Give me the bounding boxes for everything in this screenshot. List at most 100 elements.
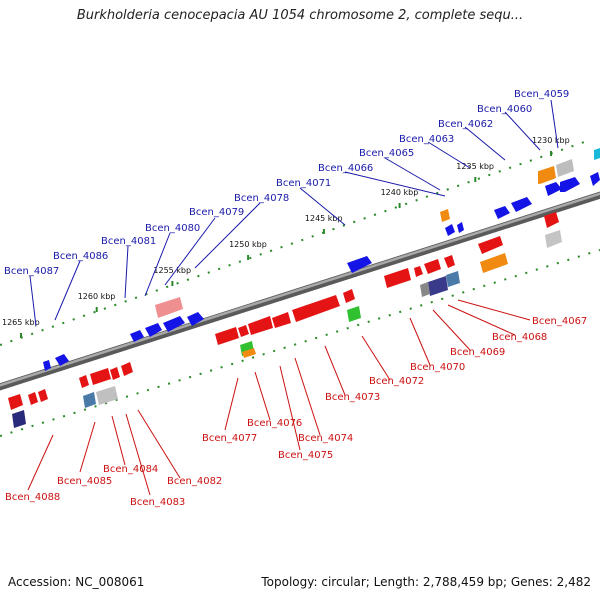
gene-label: Bcen_4069 xyxy=(450,347,505,358)
tick-mark xyxy=(171,281,174,286)
gene-steel xyxy=(83,392,96,408)
gene-red xyxy=(28,392,38,405)
tick-mark xyxy=(322,229,325,234)
gene-label: Bcen_4074 xyxy=(298,433,353,444)
gene-red xyxy=(121,362,133,376)
gene-label: Bcen_4076 xyxy=(247,418,302,429)
gene-orange-small xyxy=(440,209,450,222)
tick-label: 1245 kbp xyxy=(305,214,343,223)
gene-cyan xyxy=(594,148,600,160)
gene-label: Bcen_4084 xyxy=(103,464,158,475)
gene-blue xyxy=(545,182,562,196)
top-gene-labels: Bcen_4059 Bcen_4060 Bcen_4062 Bcen_4063 … xyxy=(4,89,569,277)
gene-label: Bcen_4073 xyxy=(325,392,380,403)
gene-label: Bcen_4072 xyxy=(369,376,424,387)
gene-red xyxy=(248,316,273,335)
bottom-leader-lines xyxy=(27,299,531,496)
gene-orange-small xyxy=(242,348,256,358)
tick-label: 1235 kbp xyxy=(456,162,494,171)
gene-red xyxy=(478,236,503,254)
gene-gray xyxy=(96,386,118,405)
gene-red xyxy=(544,212,559,228)
tick-mark xyxy=(20,333,22,338)
bottom-gene-labels: Bcen_4067 Bcen_4068 Bcen_4069 Bcen_4070 … xyxy=(5,316,587,508)
gene-blue xyxy=(457,222,464,233)
gene-gray xyxy=(556,159,574,177)
gene-red xyxy=(110,367,120,380)
tick-mark xyxy=(550,151,552,156)
gene-navy xyxy=(12,410,26,428)
tick-label: 1255 kbp xyxy=(153,266,191,275)
gene-label: Bcen_4070 xyxy=(410,362,465,373)
gene-blue xyxy=(43,360,51,371)
gene-label: Bcen_4063 xyxy=(399,134,454,145)
gene-red xyxy=(343,289,355,303)
topology-label: Topology: circular; Length: 2,788,459 bp… xyxy=(261,575,591,589)
gene-red xyxy=(8,394,23,410)
tick-label: 1265 kbp xyxy=(2,318,40,327)
gene-orange xyxy=(480,253,508,273)
tick-label: 1240 kbp xyxy=(381,188,419,197)
gene-red xyxy=(384,268,411,288)
gene-green xyxy=(347,306,361,322)
tick-mark xyxy=(247,255,250,260)
accession-label: Accession: NC_008061 xyxy=(8,575,145,589)
gene-pink xyxy=(155,297,183,318)
gene-label: Bcen_4082 xyxy=(167,476,222,487)
gene-label: Bcen_4083 xyxy=(130,497,185,508)
gene-label: Bcen_4059 xyxy=(514,89,569,100)
gene-blue xyxy=(145,323,162,337)
gene-label: Bcen_4065 xyxy=(359,148,414,159)
tick-mark xyxy=(95,307,98,312)
gene-red xyxy=(414,266,423,277)
gene-label: Bcen_4062 xyxy=(438,119,493,130)
gene-label: Bcen_4077 xyxy=(202,433,257,444)
tick-mark xyxy=(474,177,477,182)
gene-blue xyxy=(560,177,580,192)
top-leader-lines xyxy=(29,99,559,327)
gene-label: Bcen_4067 xyxy=(532,316,587,327)
gene-label: Bcen_4060 xyxy=(477,104,532,115)
page-title: Burkholderia cenocepacia AU 1054 chromos… xyxy=(76,8,524,23)
gene-label: Bcen_4081 xyxy=(101,236,156,247)
gene-blue xyxy=(511,197,532,212)
gene-gray xyxy=(420,282,430,297)
gene-red xyxy=(444,255,455,268)
gene-label: Bcen_4068 xyxy=(492,332,547,343)
gene-red xyxy=(424,259,441,274)
gene-blue xyxy=(163,316,185,332)
reverse-genes xyxy=(8,212,562,428)
gene-navy xyxy=(428,276,448,296)
gene-red xyxy=(38,389,48,402)
gene-blue xyxy=(130,330,144,342)
gene-red xyxy=(292,295,340,322)
tick-mark xyxy=(398,203,401,208)
gene-orange xyxy=(538,166,556,184)
gene-label: Bcen_4085 xyxy=(57,476,112,487)
gene-red xyxy=(238,325,249,337)
gene-red xyxy=(79,375,89,388)
gene-label: Bcen_4080 xyxy=(145,223,200,234)
gene-blue xyxy=(187,312,204,326)
gene-label: Bcen_4075 xyxy=(278,450,333,461)
gene-label: Bcen_4088 xyxy=(5,492,60,503)
gene-red xyxy=(215,327,239,345)
forward-genes xyxy=(43,148,600,371)
gene-label: Bcen_4071 xyxy=(276,178,331,189)
gene-blue xyxy=(347,256,372,273)
gene-gray xyxy=(545,230,562,248)
gene-blue xyxy=(590,172,600,186)
chromosome-backbone xyxy=(0,191,600,391)
gene-blue xyxy=(494,206,510,219)
gene-label: Bcen_4078 xyxy=(234,193,289,204)
gene-steel xyxy=(446,271,460,287)
tick-label: 1260 kbp xyxy=(78,292,116,301)
gene-label: Bcen_4079 xyxy=(189,207,244,218)
gene-red xyxy=(90,368,111,385)
gene-label: Bcen_4087 xyxy=(4,266,59,277)
gene-blue xyxy=(445,224,455,236)
gene-red xyxy=(272,312,291,328)
gene-label: Bcen_4066 xyxy=(318,163,373,174)
tick-label: 1250 kbp xyxy=(229,240,267,249)
